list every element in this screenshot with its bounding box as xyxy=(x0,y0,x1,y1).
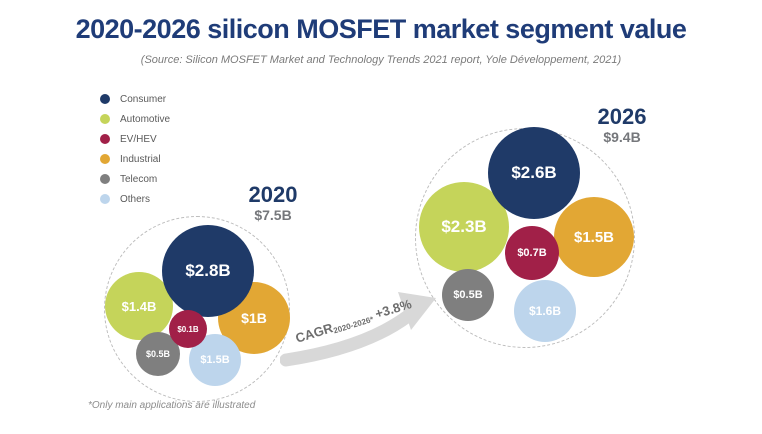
bubble-2026-others: $1.6B xyxy=(514,280,576,342)
industrial-dot-icon xyxy=(100,154,110,164)
telecom-dot-icon xyxy=(100,174,110,184)
legend-item-telecom: Telecom xyxy=(100,169,170,189)
cluster-year-2026: 2026 xyxy=(597,104,647,129)
bubble-2020-consumer: $2.8B xyxy=(162,225,254,317)
legend-label-consumer: Consumer xyxy=(120,93,167,105)
consumer-dot-icon xyxy=(100,94,110,104)
legend-item-ev-hev: EV/HEV xyxy=(100,129,170,149)
others-dot-icon xyxy=(100,194,110,204)
page-title: 2020-2026 silicon MOSFET market segment … xyxy=(75,14,687,44)
bubble-2026-consumer: $2.6B xyxy=(488,127,580,219)
legend-item-industrial: Industrial xyxy=(100,149,170,169)
bubble-2020-automotive: $1.4B xyxy=(105,272,173,340)
bubble-2026-telecom: $0.5B xyxy=(442,269,494,321)
legend-item-others: Others xyxy=(100,189,170,209)
cluster-total-2020: $7.5B xyxy=(254,207,292,223)
growth-arrow-icon xyxy=(280,292,436,367)
cluster-total-2026: $9.4B xyxy=(603,129,641,145)
legend: Consumer Automotive EV/HEV Industrial Teleco… xyxy=(100,89,170,209)
legend-label-others: Others xyxy=(120,193,151,205)
cluster-label-2026: 2026 $9.4B xyxy=(598,106,647,146)
legend-item-consumer: Consumer xyxy=(100,89,170,109)
legend-label-automotive: Automotive xyxy=(120,113,171,125)
ev-hev-dot-icon xyxy=(100,134,110,144)
legend-item-automotive: Automotive xyxy=(100,109,170,129)
bubble-2026-ev-hev: $0.7B xyxy=(505,226,559,280)
legend-label-telecom: Telecom xyxy=(120,173,158,185)
cluster-outline-2020 xyxy=(104,216,290,402)
cluster-label-2020: 2020 $7.5B xyxy=(249,184,298,224)
bubble-2026-industrial: $1.5B xyxy=(554,197,634,277)
footnote: *Only main applications are illustrated xyxy=(88,400,256,411)
automotive-dot-icon xyxy=(100,114,110,124)
legend-label-industrial: Industrial xyxy=(120,153,161,165)
cluster-year-2020: 2020 xyxy=(248,182,298,207)
bubble-2020-ev-hev: $0.1B xyxy=(169,310,207,348)
legend-label-ev-hev: EV/HEV xyxy=(120,133,157,145)
source-subtitle: (Source: Silicon MOSFET Market and Techn… xyxy=(140,54,622,66)
